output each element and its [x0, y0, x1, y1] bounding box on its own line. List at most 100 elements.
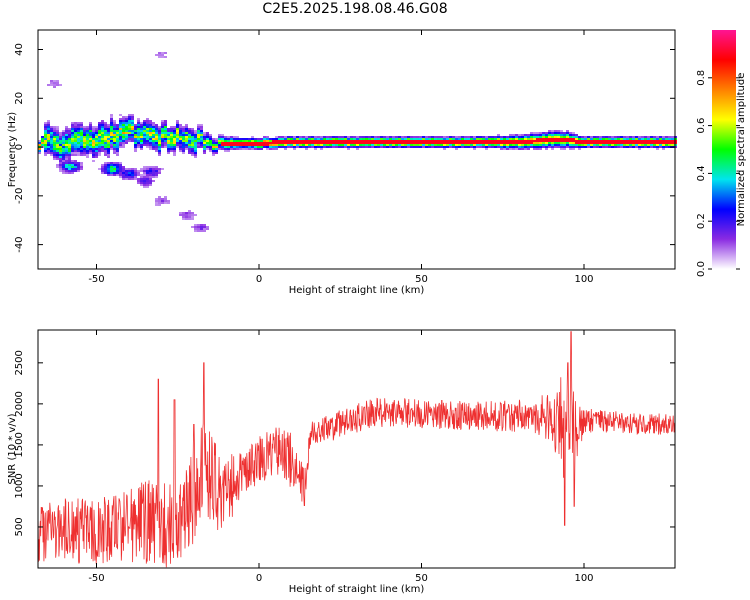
heatmap-cell	[128, 118, 131, 120]
heatmap-cell	[206, 226, 209, 228]
heatmap-cell	[542, 144, 545, 146]
heatmap-cell	[164, 124, 167, 126]
heatmap-cell	[56, 130, 59, 132]
heatmap-cell	[455, 144, 458, 146]
heatmap-cell	[608, 138, 611, 140]
heatmap-cell	[278, 136, 281, 138]
heatmap-cell	[77, 130, 80, 132]
heatmap-cell	[470, 146, 473, 148]
heatmap-cell	[176, 144, 179, 146]
heatmap-cell	[191, 214, 194, 216]
heatmap-cell	[650, 146, 653, 148]
heatmap-cell	[47, 130, 50, 132]
heatmap-cell	[407, 136, 410, 138]
heatmap-cell	[173, 138, 176, 140]
heatmap-cell	[140, 170, 143, 172]
heatmap-cell	[143, 122, 146, 124]
heatmap-cell	[536, 144, 539, 146]
heatmap-cell	[170, 126, 173, 128]
heatmap-cell	[74, 170, 77, 172]
heatmap-cell	[455, 148, 458, 150]
heatmap-cell	[155, 204, 158, 206]
heatmap-cell	[191, 130, 194, 132]
heatmap-cell	[329, 146, 332, 148]
heatmap-cell	[131, 124, 134, 126]
heatmap-cell	[221, 148, 224, 150]
heatmap-cell	[347, 136, 350, 138]
heatmap-cell	[293, 148, 296, 150]
heatmap-cell	[149, 174, 152, 176]
heatmap-cell	[539, 132, 542, 134]
heatmap-cell	[200, 144, 203, 146]
heatmap-cell	[206, 148, 209, 150]
heatmap-cell	[140, 146, 143, 148]
heatmap-cell	[608, 136, 611, 138]
heatmap-cell	[53, 152, 56, 154]
heatmap-cell	[371, 136, 374, 138]
heatmap-cell	[143, 170, 146, 172]
heatmap-cell	[125, 132, 128, 134]
heatmap-cell	[104, 154, 107, 156]
heatmap-cell	[107, 144, 110, 146]
heatmap-cell	[107, 136, 110, 138]
heatmap-cell	[74, 144, 77, 146]
heatmap-cell	[182, 144, 185, 146]
heatmap-cell	[311, 146, 314, 148]
heatmap-cell	[569, 146, 572, 148]
heatmap-cell	[608, 142, 611, 144]
heatmap-cell	[74, 138, 77, 140]
heatmap-cell	[404, 144, 407, 146]
heatmap-cell	[602, 136, 605, 138]
heatmap-cell	[125, 122, 128, 124]
heatmap-cell	[248, 142, 251, 144]
heatmap-cell	[62, 172, 65, 174]
heatmap-cell	[53, 154, 56, 156]
heatmap-cell	[545, 138, 548, 140]
heatmap-cell	[584, 138, 587, 140]
heatmap-cell	[122, 144, 125, 146]
heatmap-cell	[596, 144, 599, 146]
heatmap-cell	[227, 140, 230, 142]
heatmap-cell	[410, 138, 413, 140]
heatmap-cell	[101, 168, 104, 170]
heatmap-cell	[212, 152, 215, 154]
heatmap-cell	[65, 164, 68, 166]
heatmap-cell	[140, 136, 143, 138]
heatmap-cell	[596, 140, 599, 142]
heatmap-cell	[155, 128, 158, 130]
heatmap-cell	[170, 128, 173, 130]
heatmap-cell	[557, 146, 560, 148]
heatmap-cell	[611, 136, 614, 138]
heatmap-cell	[389, 144, 392, 146]
heatmap-cell	[80, 132, 83, 134]
heatmap-cell	[131, 134, 134, 136]
heatmap-cell	[110, 130, 113, 132]
heatmap-cell	[158, 54, 161, 56]
heatmap-cell	[605, 142, 608, 144]
heatmap-cell	[344, 138, 347, 140]
heatmap-cell	[506, 136, 509, 138]
heatmap-cell	[152, 140, 155, 142]
heatmap-cell	[518, 146, 521, 148]
heatmap-cell	[65, 172, 68, 174]
heatmap-cell	[593, 140, 596, 142]
heatmap-cell	[338, 136, 341, 138]
heatmap-cell	[50, 142, 53, 144]
heatmap-cell	[140, 132, 143, 134]
heatmap-cell	[59, 148, 62, 150]
heatmap-cell	[239, 138, 242, 140]
heatmap-cell	[410, 144, 413, 146]
heatmap-cell	[119, 118, 122, 120]
heatmap-cell	[185, 218, 188, 220]
heatmap-cell	[158, 150, 161, 152]
heatmap-cell	[149, 138, 152, 140]
heatmap-cell	[185, 142, 188, 144]
heatmap-cell	[662, 136, 665, 138]
heatmap-cell	[95, 126, 98, 128]
heatmap-cell	[455, 142, 458, 144]
heatmap-cell	[215, 152, 218, 154]
snr-frame	[37, 329, 676, 569]
heatmap-cell	[113, 130, 116, 132]
heatmap-cell	[128, 168, 131, 170]
heatmap-cell	[74, 168, 77, 170]
